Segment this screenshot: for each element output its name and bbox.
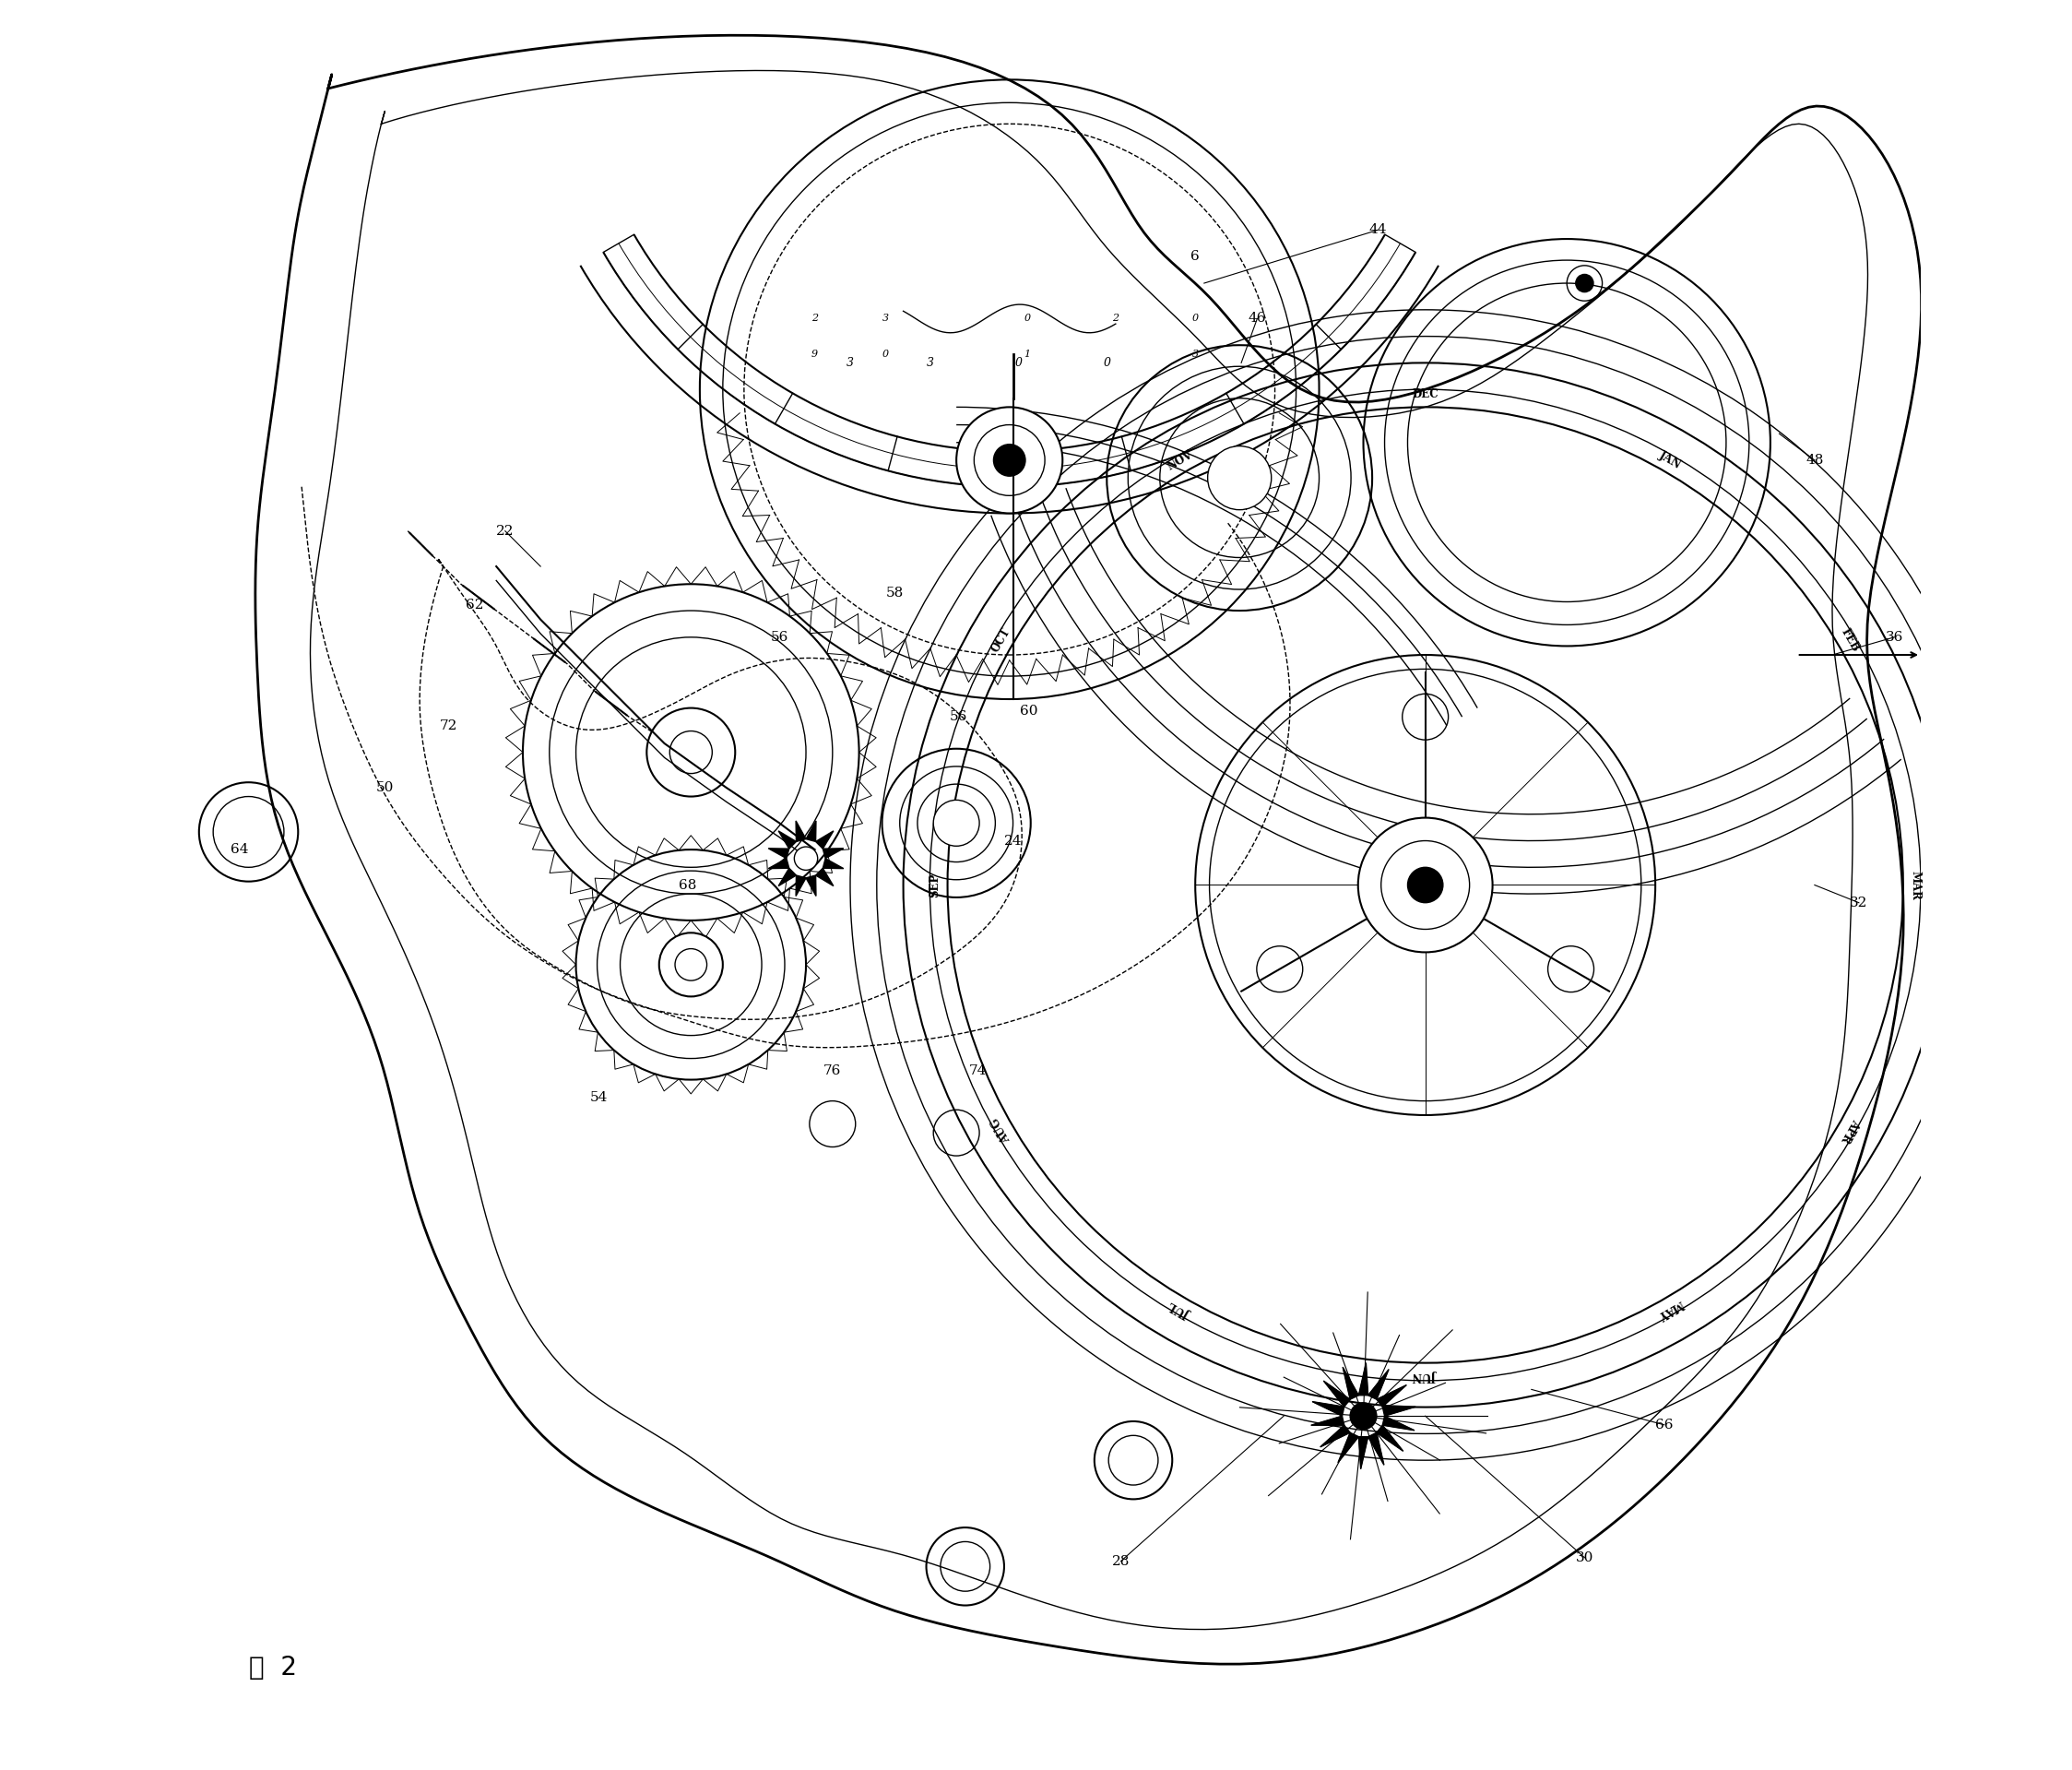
- Text: SEP: SEP: [928, 873, 941, 897]
- Circle shape: [794, 846, 818, 871]
- Polygon shape: [1312, 1402, 1345, 1416]
- Polygon shape: [1320, 1425, 1351, 1448]
- Polygon shape: [823, 848, 843, 858]
- Text: 3: 3: [1191, 349, 1198, 359]
- Polygon shape: [1368, 1370, 1388, 1400]
- Text: 74: 74: [970, 1064, 986, 1078]
- Text: JAN: JAN: [1658, 450, 1685, 471]
- Polygon shape: [779, 830, 796, 850]
- Polygon shape: [1343, 1366, 1359, 1400]
- Text: 2: 2: [1113, 313, 1119, 324]
- Polygon shape: [1324, 1381, 1351, 1407]
- Polygon shape: [779, 867, 796, 887]
- Text: 3: 3: [926, 358, 934, 368]
- Text: 28: 28: [1113, 1554, 1129, 1568]
- Circle shape: [932, 800, 980, 846]
- Circle shape: [659, 933, 723, 997]
- Text: 58: 58: [885, 586, 903, 600]
- Text: 3: 3: [847, 358, 854, 368]
- Polygon shape: [1339, 1432, 1359, 1462]
- Polygon shape: [1376, 1384, 1407, 1407]
- Text: 0: 0: [1024, 313, 1030, 324]
- Text: 68: 68: [678, 878, 696, 892]
- Text: 76: 76: [823, 1064, 841, 1078]
- Circle shape: [995, 444, 1026, 476]
- Polygon shape: [769, 848, 789, 858]
- Polygon shape: [806, 821, 816, 841]
- Polygon shape: [1368, 1432, 1384, 1466]
- Circle shape: [1351, 1402, 1376, 1430]
- Text: MAY: MAY: [1656, 1297, 1685, 1322]
- Polygon shape: [806, 876, 816, 896]
- Text: FEB: FEB: [1838, 627, 1861, 653]
- Text: 64: 64: [230, 843, 249, 857]
- Text: 36: 36: [1886, 630, 1904, 644]
- Text: 24: 24: [1005, 834, 1021, 848]
- Text: 0: 0: [1102, 358, 1111, 368]
- Text: 0: 0: [1015, 358, 1021, 368]
- Circle shape: [957, 407, 1063, 513]
- Polygon shape: [1376, 1425, 1403, 1451]
- Circle shape: [646, 708, 736, 796]
- Circle shape: [1575, 274, 1593, 292]
- Text: 54: 54: [591, 1090, 607, 1104]
- Text: APR: APR: [1838, 1117, 1861, 1143]
- Text: 3: 3: [883, 313, 889, 324]
- Text: 30: 30: [1575, 1551, 1593, 1565]
- Text: JUL: JUL: [1169, 1299, 1193, 1320]
- Text: 44: 44: [1368, 223, 1386, 237]
- Polygon shape: [1382, 1407, 1415, 1416]
- Polygon shape: [1359, 1363, 1368, 1395]
- Text: 72: 72: [439, 719, 458, 733]
- Polygon shape: [1312, 1416, 1345, 1425]
- Text: 60: 60: [1019, 704, 1038, 719]
- Text: 56: 56: [771, 630, 787, 644]
- Polygon shape: [1359, 1437, 1368, 1469]
- Text: 32: 32: [1850, 896, 1867, 910]
- Text: 1: 1: [1024, 349, 1030, 359]
- Text: MAR: MAR: [1910, 871, 1921, 899]
- Text: 46: 46: [1247, 312, 1266, 326]
- Polygon shape: [1382, 1416, 1415, 1430]
- Text: 2: 2: [812, 313, 818, 324]
- Text: 56: 56: [949, 710, 968, 724]
- Polygon shape: [816, 867, 833, 887]
- Circle shape: [1208, 446, 1272, 510]
- Text: OCT: OCT: [988, 625, 1013, 655]
- Circle shape: [1407, 867, 1442, 903]
- Text: 9: 9: [812, 349, 818, 359]
- Text: 48: 48: [1805, 453, 1823, 467]
- Text: 6: 6: [1191, 250, 1200, 264]
- Text: 50: 50: [375, 781, 394, 795]
- Text: 图  2: 图 2: [249, 1655, 296, 1680]
- Text: NOV: NOV: [1164, 448, 1196, 473]
- Polygon shape: [796, 876, 806, 896]
- Text: 66: 66: [1656, 1418, 1674, 1432]
- Text: DEC: DEC: [1413, 389, 1438, 400]
- Polygon shape: [796, 821, 806, 841]
- Text: 22: 22: [495, 524, 514, 538]
- Text: JUN: JUN: [1413, 1370, 1438, 1381]
- Text: 0: 0: [1191, 313, 1198, 324]
- Circle shape: [1357, 818, 1492, 952]
- Polygon shape: [769, 858, 789, 869]
- Text: 62: 62: [466, 598, 485, 612]
- Polygon shape: [823, 858, 843, 869]
- Polygon shape: [816, 830, 833, 850]
- Text: AUG: AUG: [988, 1115, 1013, 1145]
- Text: 0: 0: [883, 349, 889, 359]
